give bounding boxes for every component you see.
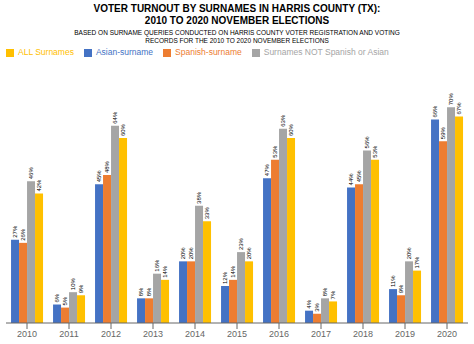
- svg-text:16%: 16%: [154, 259, 160, 272]
- html-text:Asian-surname: Asian-surname: [95, 47, 154, 57]
- svg-text:8%: 8%: [138, 287, 144, 296]
- svg-text:60%: 60%: [288, 123, 294, 136]
- svg-text:42%: 42%: [36, 179, 42, 192]
- svg-text:11%: 11%: [390, 275, 396, 287]
- svg-text:10%: 10%: [70, 278, 76, 291]
- svg-text:63%: 63%: [280, 114, 286, 127]
- svg-text:48%: 48%: [104, 160, 110, 173]
- svg-text:60%: 60%: [120, 123, 126, 136]
- svg-text:20%: 20%: [188, 247, 194, 260]
- svg-text:20%: 20%: [180, 247, 186, 260]
- html-text:VOTER TURNOUT BY SURNAMES IN H: VOTER TURNOUT BY SURNAMES IN HARRIS COUN…: [93, 3, 381, 14]
- svg-text:44%: 44%: [348, 173, 354, 186]
- svg-text:56%: 56%: [364, 136, 370, 149]
- html-text:Spanish-surname: Spanish-surname: [175, 47, 242, 57]
- svg-text:26%: 26%: [20, 228, 26, 241]
- svg-text:12%: 12%: [222, 271, 228, 284]
- html-text:BASED ON SURNAME QUERIES CONDU: BASED ON SURNAME QUERIES CONDUCTED ON HA…: [74, 29, 400, 36]
- svg-text:2014: 2014: [185, 329, 205, 339]
- svg-text:70%: 70%: [448, 93, 454, 106]
- svg-text:46%: 46%: [28, 167, 34, 180]
- svg-text:7%: 7%: [330, 290, 336, 299]
- svg-text:2019: 2019: [395, 329, 415, 339]
- svg-text:14%: 14%: [162, 265, 168, 278]
- svg-text:2016: 2016: [269, 329, 289, 339]
- svg-text:9%: 9%: [78, 284, 84, 293]
- svg-text:2017: 2017: [311, 329, 331, 339]
- svg-text:5%: 5%: [62, 296, 68, 305]
- svg-text:2015: 2015: [227, 329, 247, 339]
- svg-text:9%: 9%: [398, 284, 404, 293]
- svg-text:45%: 45%: [96, 170, 102, 183]
- svg-text:66%: 66%: [432, 105, 438, 118]
- svg-text:2011: 2011: [59, 329, 78, 339]
- svg-text:2018: 2018: [353, 329, 373, 339]
- svg-text:20%: 20%: [246, 247, 252, 260]
- html-text:RECORDS FOR THE 2010 TO 2020 N: RECORDS FOR THE 2010 TO 2020 NOVEMBER EL…: [145, 37, 329, 44]
- svg-text:3%: 3%: [314, 302, 320, 311]
- svg-text:17%: 17%: [414, 256, 420, 269]
- svg-text:8%: 8%: [322, 287, 328, 296]
- html-text:ALL Surnames: ALL Surnames: [18, 47, 74, 57]
- html-text:2010 TO 2020 NOVEMBER ELECTION: 2010 TO 2020 NOVEMBER ELECTIONS: [144, 15, 330, 26]
- svg-text:2010: 2010: [17, 329, 37, 339]
- svg-text:45%: 45%: [356, 170, 362, 183]
- svg-text:23%: 23%: [238, 237, 244, 250]
- svg-text:27%: 27%: [12, 225, 18, 238]
- svg-text:6%: 6%: [54, 293, 60, 302]
- html-text:Surnames NOT Spanish or Asian: Surnames NOT Spanish or Asian: [263, 47, 389, 57]
- svg-text:14%: 14%: [230, 265, 236, 278]
- svg-text:2013: 2013: [143, 329, 163, 339]
- svg-text:38%: 38%: [196, 191, 202, 204]
- svg-text:47%: 47%: [264, 163, 270, 176]
- svg-text:67%: 67%: [456, 102, 462, 115]
- svg-text:2020: 2020: [437, 329, 457, 339]
- svg-text:2012: 2012: [101, 329, 121, 339]
- svg-text:20%: 20%: [406, 247, 412, 260]
- svg-text:33%: 33%: [204, 207, 210, 220]
- svg-text:64%: 64%: [112, 111, 118, 124]
- svg-text:8%: 8%: [146, 287, 152, 296]
- svg-text:53%: 53%: [272, 145, 278, 158]
- svg-text:4%: 4%: [306, 299, 312, 308]
- svg-text:59%: 59%: [440, 126, 446, 139]
- svg-text:53%: 53%: [372, 145, 378, 158]
